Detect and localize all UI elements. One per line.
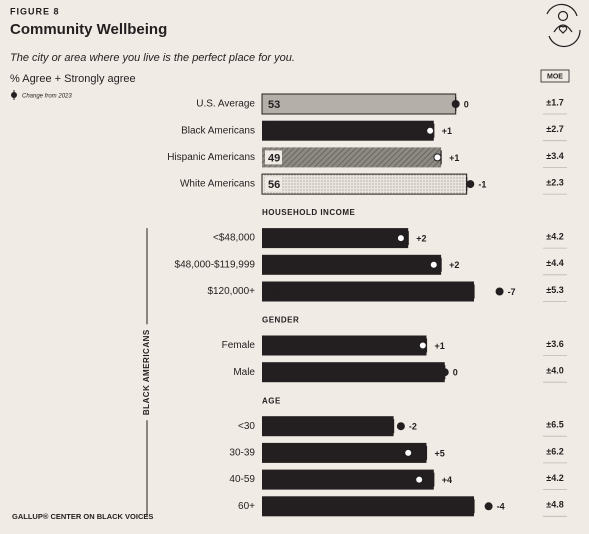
bar [262,254,442,275]
change-label: +1 [434,341,444,351]
value-label: 49 [268,260,280,272]
bar [262,469,434,490]
change-label: +1 [442,126,452,136]
prior-dot [396,422,405,431]
row-label: Female [222,340,256,351]
change-label: -2 [409,422,417,432]
value-label: 45 [268,448,280,460]
bar [262,442,427,463]
value-label: 56 [268,179,280,191]
bar [262,228,409,249]
legend-dot [11,92,17,98]
moe-label: ±3.6 [546,339,563,349]
moe-label: ±2.3 [546,177,563,187]
bar [262,147,442,168]
prior-dot [415,475,424,484]
moe-label: ±2.7 [546,124,563,134]
value-label: 45 [268,340,280,352]
row-label: <$48,000 [213,233,255,244]
moe-label: ±6.2 [546,446,563,456]
moe-label: ±3.4 [546,151,563,161]
prior-dot [418,341,427,350]
moe-header: MOE [547,73,563,80]
row-label: $120,000+ [207,286,255,297]
moe-label: ±4.0 [546,366,563,376]
moe-label: ±6.5 [546,420,563,430]
bar [261,93,457,115]
prior-dot [433,153,442,162]
prior-dot [426,126,435,135]
prior-dot [396,234,405,243]
moe-label: ±5.3 [546,285,563,295]
change-label: +1 [449,153,459,163]
section-heading: AGE [262,396,281,405]
change-label: +2 [416,233,426,243]
prior-dot [466,180,475,189]
row-label: Black Americans [181,125,255,136]
bracket-label: BLACK AMERICANS [142,329,151,415]
row-label: Male [233,367,255,378]
prior-dot [451,100,460,108]
value-label: 50 [268,367,280,379]
bar [262,362,445,383]
moe-label: ±4.4 [546,258,563,268]
change-label: 0 [464,99,469,109]
bar [262,281,474,302]
footer: GALLUP® CENTER ON BLACK VOICES [12,512,153,521]
change-label: -7 [508,287,516,297]
row-label: U.S. Average [196,99,255,110]
prior-dot [404,448,413,457]
value-label: 47 [268,126,280,138]
bar [262,496,474,517]
moe-box [540,69,570,83]
measure: % Agree + Strongly agree [10,73,136,85]
question: The city or area where you live is the p… [10,52,295,64]
value-label: 40 [268,233,280,245]
row-label: <30 [238,421,255,432]
title: Community Wellbeing [10,21,167,38]
bar [261,173,468,195]
icon [546,3,581,48]
row-label: White Americans [180,179,255,190]
row-label: 30-39 [229,448,255,459]
moe-label: ±4.2 [546,231,563,241]
prior-dot [484,502,493,511]
value-label: 58 [268,501,280,513]
value-label: 53 [268,99,280,111]
prior-dot [440,368,449,377]
value-label-bg [265,150,282,165]
value-label-bg [265,177,282,192]
value-label: 47 [268,475,280,487]
change-label: -1 [478,179,486,189]
moe-label: ±4.2 [546,473,563,483]
moe-label: ±4.8 [546,500,563,510]
change-label: +2 [449,260,459,270]
section-heading: GENDER [262,316,299,325]
value-label: 36 [268,421,280,433]
bar [262,120,434,141]
change-label: +5 [434,448,444,458]
change-label: -4 [497,502,505,512]
figure-label: FIGURE 8 [10,6,60,16]
moe-label: ±1.7 [546,97,563,107]
row-label: $48,000-$119,999 [175,259,256,270]
value-label: 58 [268,286,280,298]
row-label: 40-59 [229,474,255,485]
change-label: +4 [442,475,452,485]
legend-text: Change from 2023 [22,94,72,100]
section-heading: HOUSEHOLD INCOME [262,208,356,217]
value-label: 49 [268,152,280,164]
prior-dot [495,287,504,296]
row-label: 60+ [238,501,255,512]
bar [262,416,394,437]
change-label: 0 [453,368,458,378]
row-label: Hispanic Americans [167,152,255,163]
bar [262,335,427,356]
prior-dot [429,260,438,269]
